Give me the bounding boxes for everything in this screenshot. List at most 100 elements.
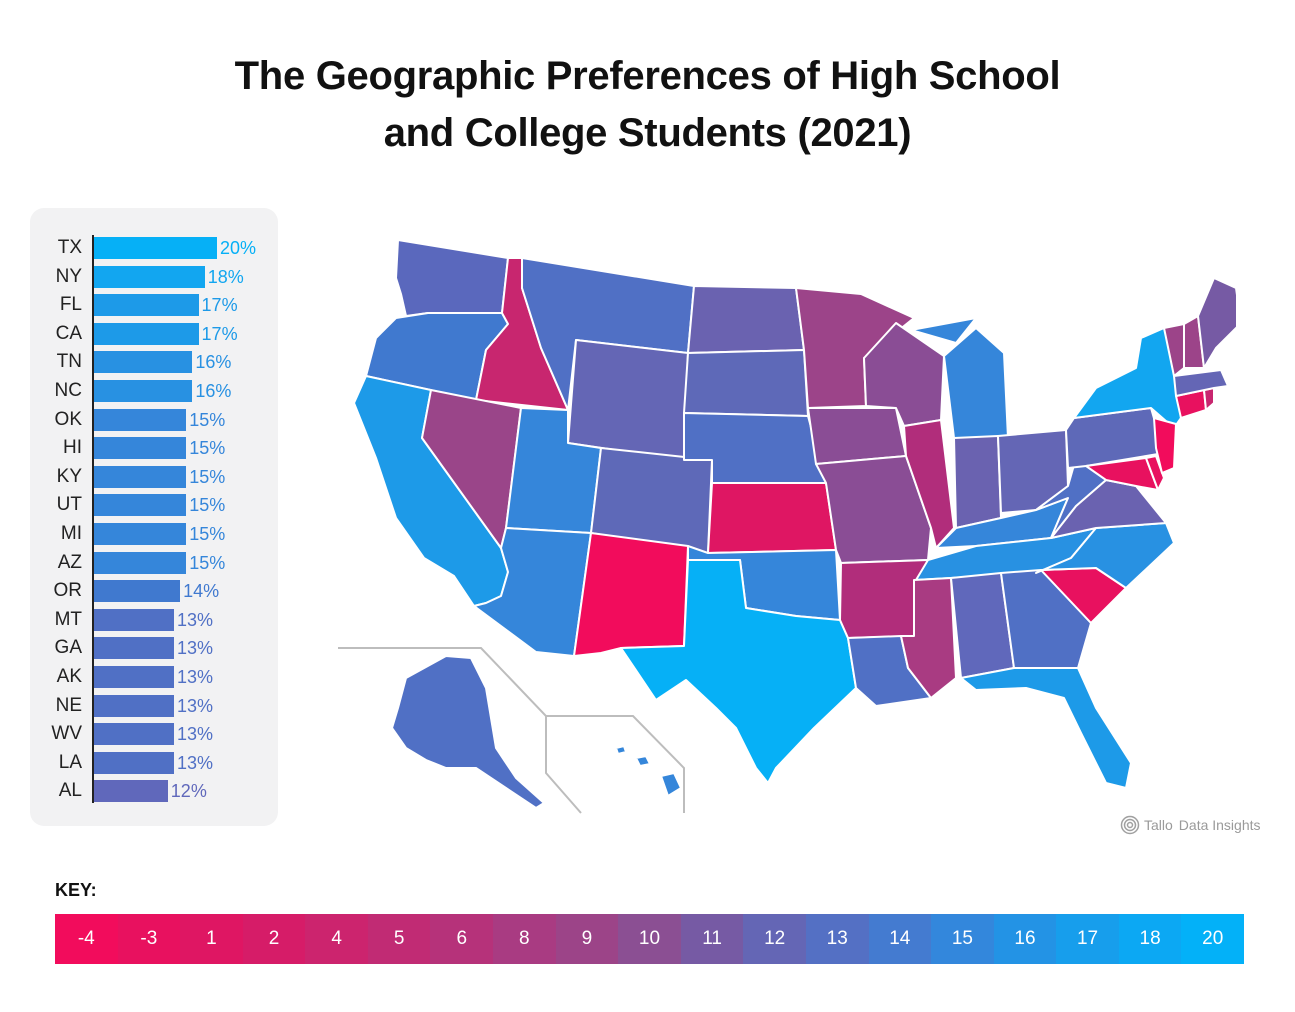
ranking-state-code: UT	[56, 494, 82, 516]
ranking-state-code: OR	[53, 580, 83, 602]
ranking-row-ga: GA 13%	[30, 636, 278, 660]
ranking-bar	[94, 608, 174, 631]
ranking-state-code: TX	[57, 237, 82, 258]
key-swatch: 13	[805, 914, 869, 964]
ranking-percent-label: 15%	[189, 552, 226, 573]
ranking-bar	[94, 551, 187, 574]
ranking-bar	[94, 751, 174, 774]
ranking-state-code: GA	[54, 637, 82, 659]
brand-text: Data Insights	[1178, 817, 1261, 833]
ranking-row-ut: UT 15%	[30, 493, 278, 517]
ranking-row-ky: KY 15%	[30, 465, 278, 489]
state-ga	[1000, 569, 1092, 669]
key-swatch: -4	[55, 914, 118, 964]
state-nc	[1035, 522, 1175, 589]
ranking-state-code: NE	[55, 694, 82, 716]
ranking-percent-label: 18%	[207, 266, 244, 287]
ranking-percent-label: 13%	[176, 724, 213, 745]
key-swatch: 17	[1056, 914, 1119, 964]
inset-boundary-hawaii	[546, 715, 685, 813]
ranking-percent-label: 13%	[176, 609, 213, 630]
key-swatch: 9	[555, 914, 619, 964]
ranking-row-mi: MI 15%	[30, 522, 278, 546]
ranking-percent-label: 15%	[189, 466, 226, 487]
ranking-percent-label: 16%	[195, 352, 232, 373]
tallo-logo: Tallo	[1120, 815, 1173, 835]
key-swatch: 6	[430, 914, 494, 964]
ranking-row-al: AL 12%	[30, 779, 278, 803]
ranking-row-ok: OK 15%	[30, 408, 278, 432]
state-me	[1197, 277, 1236, 369]
key-swatch: 11	[680, 914, 744, 964]
state-ri	[1203, 387, 1215, 411]
us-state-map	[338, 239, 1236, 814]
state-de	[1145, 455, 1165, 491]
ranking-percent-label: 20%	[220, 238, 257, 258]
key-swatch: 2	[242, 914, 306, 964]
ranking-percent-label: 14%	[183, 581, 220, 602]
ranking-percent-label: 17%	[201, 295, 238, 316]
key-swatch: 14	[868, 914, 932, 964]
ranking-state-code: NC	[54, 380, 82, 401]
color-key: -4 -3 1 2 4 5 6 8 9 10 11 12 13 14 15 16 17 18 20	[55, 914, 1244, 964]
ranking-state-code: WV	[51, 723, 82, 745]
key-swatch: 18	[1118, 914, 1182, 964]
key-swatch: 10	[618, 914, 681, 964]
tallo-logo-icon	[1120, 815, 1140, 835]
ranking-bar	[94, 666, 174, 688]
ranking-state-code: TN	[56, 351, 82, 373]
ranking-state-code: MI	[60, 523, 82, 544]
state-in	[953, 435, 1002, 529]
ranking-row-hi: HI 15%	[30, 436, 278, 460]
ranking-row-ne: NE 13%	[30, 694, 278, 718]
ranking-percent-label: 13%	[176, 638, 213, 659]
state-ak	[391, 655, 545, 809]
ranking-percent-label: 16%	[195, 381, 232, 401]
ranking-state-code: MT	[54, 608, 82, 630]
ranking-state-code: AL	[58, 780, 82, 802]
state-nj	[1153, 417, 1177, 474]
ranking-percent-label: 13%	[176, 667, 213, 687]
ranking-percent-label: 15%	[189, 409, 226, 430]
ranking-bar	[94, 380, 193, 402]
ranking-row-tx: TX 20%	[30, 236, 278, 260]
ranking-row-fl: FL 17%	[30, 293, 278, 317]
key-swatch: -3	[117, 914, 181, 964]
state-wy	[567, 339, 689, 461]
ranking-bar	[94, 351, 193, 374]
state-ma	[1173, 369, 1229, 397]
key-swatch: 1	[180, 914, 243, 964]
state-hi	[615, 745, 682, 797]
state-md	[1085, 457, 1159, 491]
ranking-percent-label: 15%	[189, 438, 226, 459]
ranking-row-nc: NC 16%	[30, 379, 278, 403]
ranking-bar	[94, 437, 187, 460]
ranking-state-code: AZ	[57, 551, 82, 573]
state-sd	[683, 349, 809, 417]
ranking-percent-label: 13%	[176, 695, 213, 716]
key-swatch: 12	[743, 914, 806, 964]
tallo-logo-text: Tallo	[1144, 817, 1173, 833]
ranking-percent-label: 12%	[170, 781, 207, 802]
ranking-bar	[94, 580, 181, 603]
ranking-state-code: KY	[56, 465, 82, 487]
ranking-row-az: AZ 15%	[30, 551, 278, 575]
ranking-bar	[94, 637, 174, 660]
ranking-row-la: LA 13%	[30, 751, 278, 775]
brand-credit: Tallo Data Insights	[1120, 815, 1261, 835]
state-wa	[395, 239, 509, 317]
ranking-row-tn: TN 16%	[30, 350, 278, 374]
key-swatch: 15	[931, 914, 994, 964]
ranking-bar	[94, 294, 199, 317]
ranking-percent-label: 15%	[189, 524, 226, 544]
ranking-row-ny: NY 18%	[30, 265, 278, 289]
ranking-row-or: OR 14%	[30, 579, 278, 603]
key-swatch: 4	[305, 914, 368, 964]
ranking-state-code: NY	[55, 265, 82, 287]
ranking-bar	[94, 723, 174, 746]
key-swatch: 20	[1181, 914, 1244, 964]
ranking-state-code: OK	[54, 408, 82, 430]
state-ks	[707, 482, 837, 554]
state-nd	[687, 285, 805, 354]
ranking-state-code: LA	[58, 751, 82, 773]
